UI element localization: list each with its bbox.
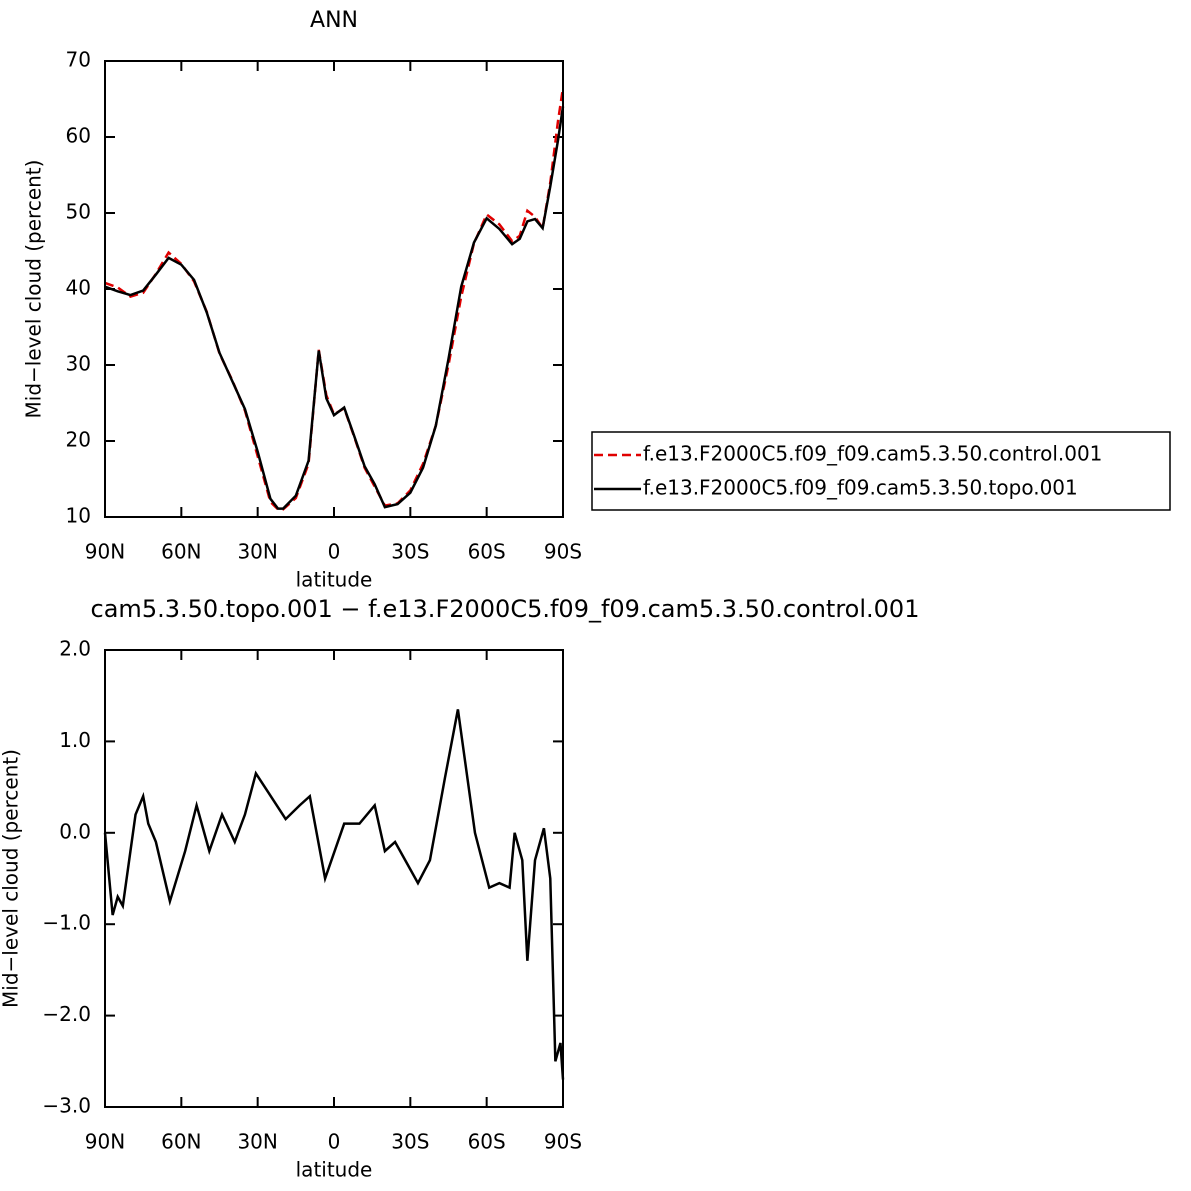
legend-box [591, 431, 1171, 511]
x-axis-label: latitude [296, 1158, 373, 1182]
x-tick-label: 0 [328, 1130, 341, 1154]
x-tick-label: 90S [544, 540, 582, 564]
x-tick-label: 30N [237, 1130, 277, 1154]
x-tick-label: 60S [468, 540, 506, 564]
x-tick-label: 90S [544, 1130, 582, 1154]
plot-frame [104, 60, 564, 518]
y-tick-label: 60 [66, 124, 91, 148]
y-tick-label: 20 [66, 428, 91, 452]
y-tick-label: −3.0 [42, 1094, 91, 1118]
y-tick-label: 40 [66, 276, 91, 300]
x-tick-label: 60N [161, 1130, 201, 1154]
x-tick-label: 30S [391, 1130, 429, 1154]
x-tick-label: 30S [391, 540, 429, 564]
y-tick-label: 1.0 [59, 728, 91, 752]
data-line [104, 87, 565, 511]
chart-title: ANN [310, 8, 358, 33]
legend-label: f.e13.F2000C5.f09_f09.cam5.3.50.topo.001 [643, 476, 1078, 500]
legend-label: f.e13.F2000C5.f09_f09.cam5.3.50.control.… [643, 442, 1102, 466]
data-line [103, 709, 565, 1080]
y-tick-label: 10 [66, 504, 91, 528]
x-tick-label: 0 [328, 540, 341, 564]
y-tick-label: −1.0 [42, 911, 91, 935]
data-line [104, 106, 565, 510]
y-axis-label: Mid−level cloud (percent) [22, 160, 46, 419]
x-tick-label: 60N [161, 540, 201, 564]
y-tick-label: 0.0 [59, 819, 91, 843]
y-tick-label: 2.0 [59, 637, 91, 661]
x-tick-label: 30N [237, 540, 277, 564]
chart-title: cam5.3.50.topo.001 − f.e13.F2000C5.f09_f… [91, 595, 920, 623]
y-tick-label: 30 [66, 352, 91, 376]
plot-frame [104, 649, 564, 1108]
y-axis-label: Mid−level cloud (percent) [0, 749, 23, 1008]
x-tick-label: 60S [468, 1130, 506, 1154]
y-tick-label: −2.0 [42, 1002, 91, 1026]
y-tick-label: 50 [66, 200, 91, 224]
x-tick-label: 90N [85, 1130, 125, 1154]
x-tick-label: 90N [85, 540, 125, 564]
y-tick-label: 70 [66, 48, 91, 72]
x-axis-label: latitude [296, 568, 373, 592]
